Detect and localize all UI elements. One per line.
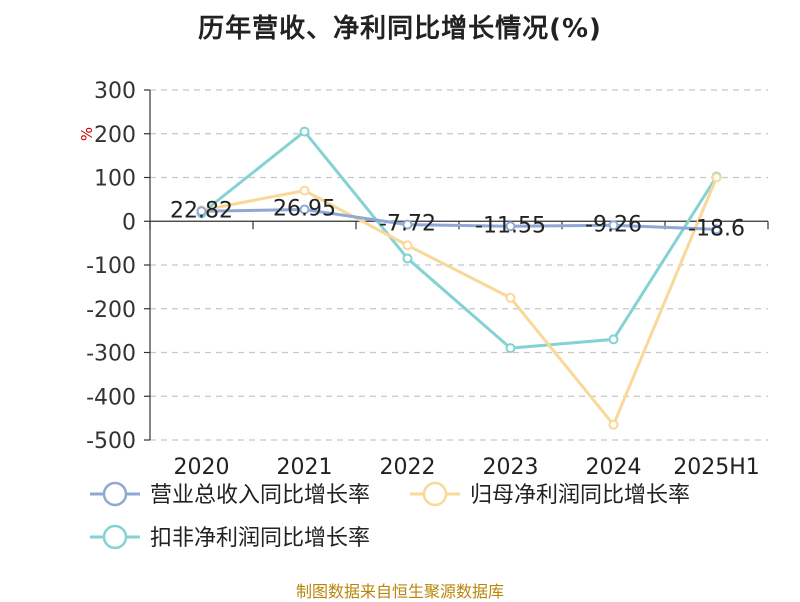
y-tick-label: -500 [86, 429, 136, 454]
y-tick-label: 100 [94, 167, 136, 192]
data-label: -7.72 [379, 212, 436, 237]
data-point [608, 220, 619, 231]
data-label: -11.55 [475, 213, 546, 238]
x-tick-label: 2020 [174, 455, 230, 480]
legend-marker [102, 481, 128, 507]
legend-label: 营业总收入同比增长率 [150, 483, 370, 508]
data-label: 26.95 [273, 196, 336, 221]
legend-label: 扣非净利润同比增长率 [150, 526, 370, 551]
data-label: -9.26 [585, 212, 642, 237]
data-point [299, 126, 310, 137]
source-note: 制图数据来自恒生聚源数据库 [295, 582, 504, 601]
data-point [402, 240, 413, 251]
data-point [608, 334, 619, 345]
y-axis-label: % [78, 127, 96, 141]
x-tick-label: 2023 [483, 455, 539, 480]
series-line [201, 176, 718, 427]
data-label: 22.82 [170, 198, 233, 223]
legend-marker [422, 481, 448, 507]
data-point [505, 292, 516, 303]
x-tick-label: 2024 [586, 455, 642, 480]
series-line [201, 207, 717, 231]
data-point [196, 206, 207, 217]
x-tick-label: 2025H1 [673, 455, 760, 480]
legend-marker [102, 524, 128, 550]
series-line [200, 130, 718, 350]
data-point [608, 419, 619, 430]
data-point [711, 224, 722, 235]
data-point [505, 343, 516, 354]
x-tick-label: 2021 [277, 455, 333, 480]
x-tick-label: 2022 [380, 455, 436, 480]
data-point [505, 221, 516, 232]
y-tick-label: 200 [94, 123, 136, 148]
y-tick-label: 0 [122, 210, 136, 235]
y-tick-label: -100 [86, 254, 136, 279]
y-tick-label: 300 [94, 79, 136, 104]
chart-title: 历年营收、净利同比增长情况(%) [198, 14, 602, 44]
y-tick-label: -300 [86, 342, 136, 367]
data-label: -18.6 [688, 216, 745, 241]
data-point [402, 219, 413, 230]
data-point [299, 185, 310, 196]
y-tick-label: -200 [86, 298, 136, 323]
data-point [711, 172, 722, 183]
legend-label: 归母净利润同比增长率 [470, 483, 690, 508]
y-tick-label: -400 [86, 385, 136, 410]
data-point [402, 253, 413, 264]
data-point [299, 204, 310, 215]
